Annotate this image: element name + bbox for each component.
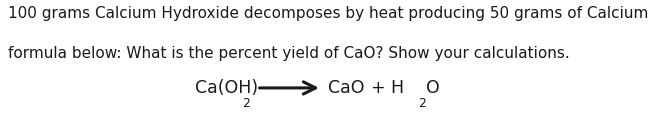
- Text: O: O: [426, 79, 440, 97]
- Text: 2: 2: [419, 96, 426, 109]
- Text: Ca(OH): Ca(OH): [195, 79, 258, 97]
- Text: H: H: [390, 79, 403, 97]
- Text: CaO: CaO: [328, 79, 365, 97]
- Text: 100 grams Calcium Hydroxide decomposes by heat producing 50 grams of Calcium Oxi: 100 grams Calcium Hydroxide decomposes b…: [8, 6, 650, 21]
- Text: 2: 2: [242, 96, 250, 109]
- Text: formula below: What is the percent yield of CaO? Show your calculations.: formula below: What is the percent yield…: [8, 45, 569, 60]
- Text: +: +: [370, 79, 385, 97]
